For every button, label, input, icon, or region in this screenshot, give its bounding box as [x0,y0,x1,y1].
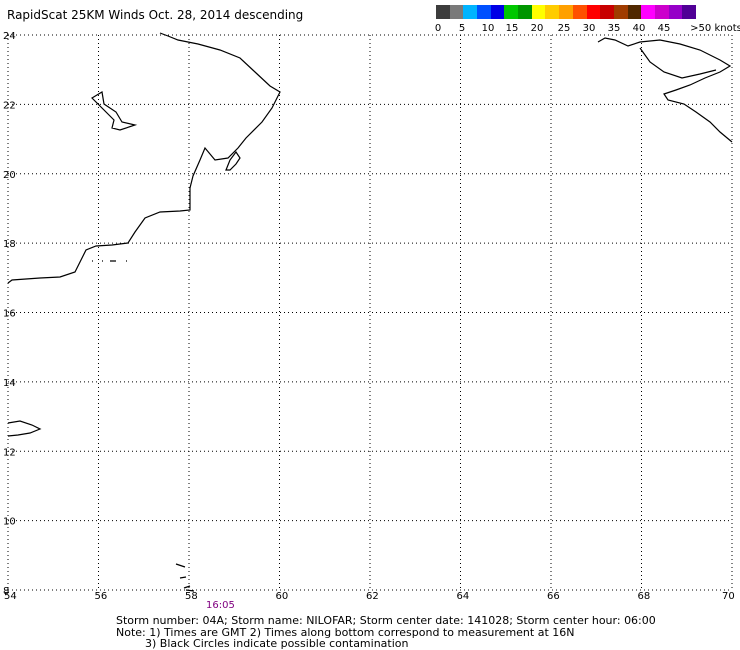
y-tick-label: 14 [3,378,16,389]
x-tick-label: 66 [547,591,560,602]
coastline [7,32,733,592]
legend-swatch [559,5,574,19]
socotra-tip [7,420,42,437]
y-tick-label: 24 [3,31,16,42]
y-tick-label: 12 [3,447,16,458]
legend-swatch [449,5,464,19]
legend-label: 5 [458,23,466,34]
legend-label: 25 [557,23,571,34]
footer-storm-info: Storm number: 04A; Storm name: NILOFAR; … [116,614,656,627]
y-tick-label: 16 [3,309,16,320]
footer-note: Note: 1) Times are GMT 2) Times along bo… [116,626,575,639]
legend-label: 30 [582,23,596,34]
legend-swatch [518,5,533,19]
x-tick-label: 54 [4,591,17,602]
x-tick-label: 60 [276,591,289,602]
x-tick-label: 58 [185,591,198,602]
y-tick-label: 20 [3,170,16,181]
legend-swatch [531,5,546,19]
legend-swatch [641,5,656,19]
legend-swatch [436,5,451,19]
x-tick-label: 64 [457,591,470,602]
x-tick-label: 62 [366,591,379,602]
legend-label: 0 [434,23,442,34]
legend-swatch [504,5,519,19]
time-label: 16:05 [206,600,235,611]
legend-swatch [668,5,683,19]
legend-swatch [490,5,505,19]
wind-speed-legend: 0 5 10 15 20 25 30 35 40 45 >50 knots [434,5,740,35]
x-tick-label: 70 [722,591,735,602]
legend-label: 10 [481,23,495,34]
legend-label: 35 [607,23,621,34]
y-tick-label: 8 [3,586,9,597]
legend-swatch [654,5,670,19]
map-title: RapidScat 25KM Winds Oct. 28, 2014 desce… [7,8,304,22]
legend-label: 15 [505,23,519,34]
axis-ticks: 54 56 58 60 62 64 66 68 70 8 10 12 14 16 18 20 22 24 [3,31,735,602]
legend-label: >50 knots [690,23,740,34]
wind-vectors [175,563,195,592]
legend-label: 40 [632,23,646,34]
legend-label: 45 [657,23,671,34]
legend-swatch [627,5,642,19]
legend-swatch [463,5,478,19]
legend-swatch [600,5,615,19]
y-tick-label: 22 [3,100,16,111]
island-northwest [91,91,138,131]
legend-swatch [477,5,492,19]
legend-swatch [682,5,697,19]
y-tick-label: 18 [3,239,16,250]
masirah-island [225,150,241,171]
legend-swatch [572,5,587,19]
legend-swatch [586,5,601,19]
legend-label: 20 [530,23,544,34]
india-coastline [597,37,733,143]
legend-swatch [613,5,629,19]
arabian-coastline [7,32,281,284]
lat-lon-grid [7,34,733,591]
legend-swatch [545,5,560,19]
x-tick-label: 56 [95,591,108,602]
footer-note-contamination: 3) Black Circles indicate possible conta… [145,637,409,650]
x-tick-label: 68 [638,591,651,602]
y-tick-label: 10 [3,517,16,528]
india-coast-inlet [639,47,717,79]
